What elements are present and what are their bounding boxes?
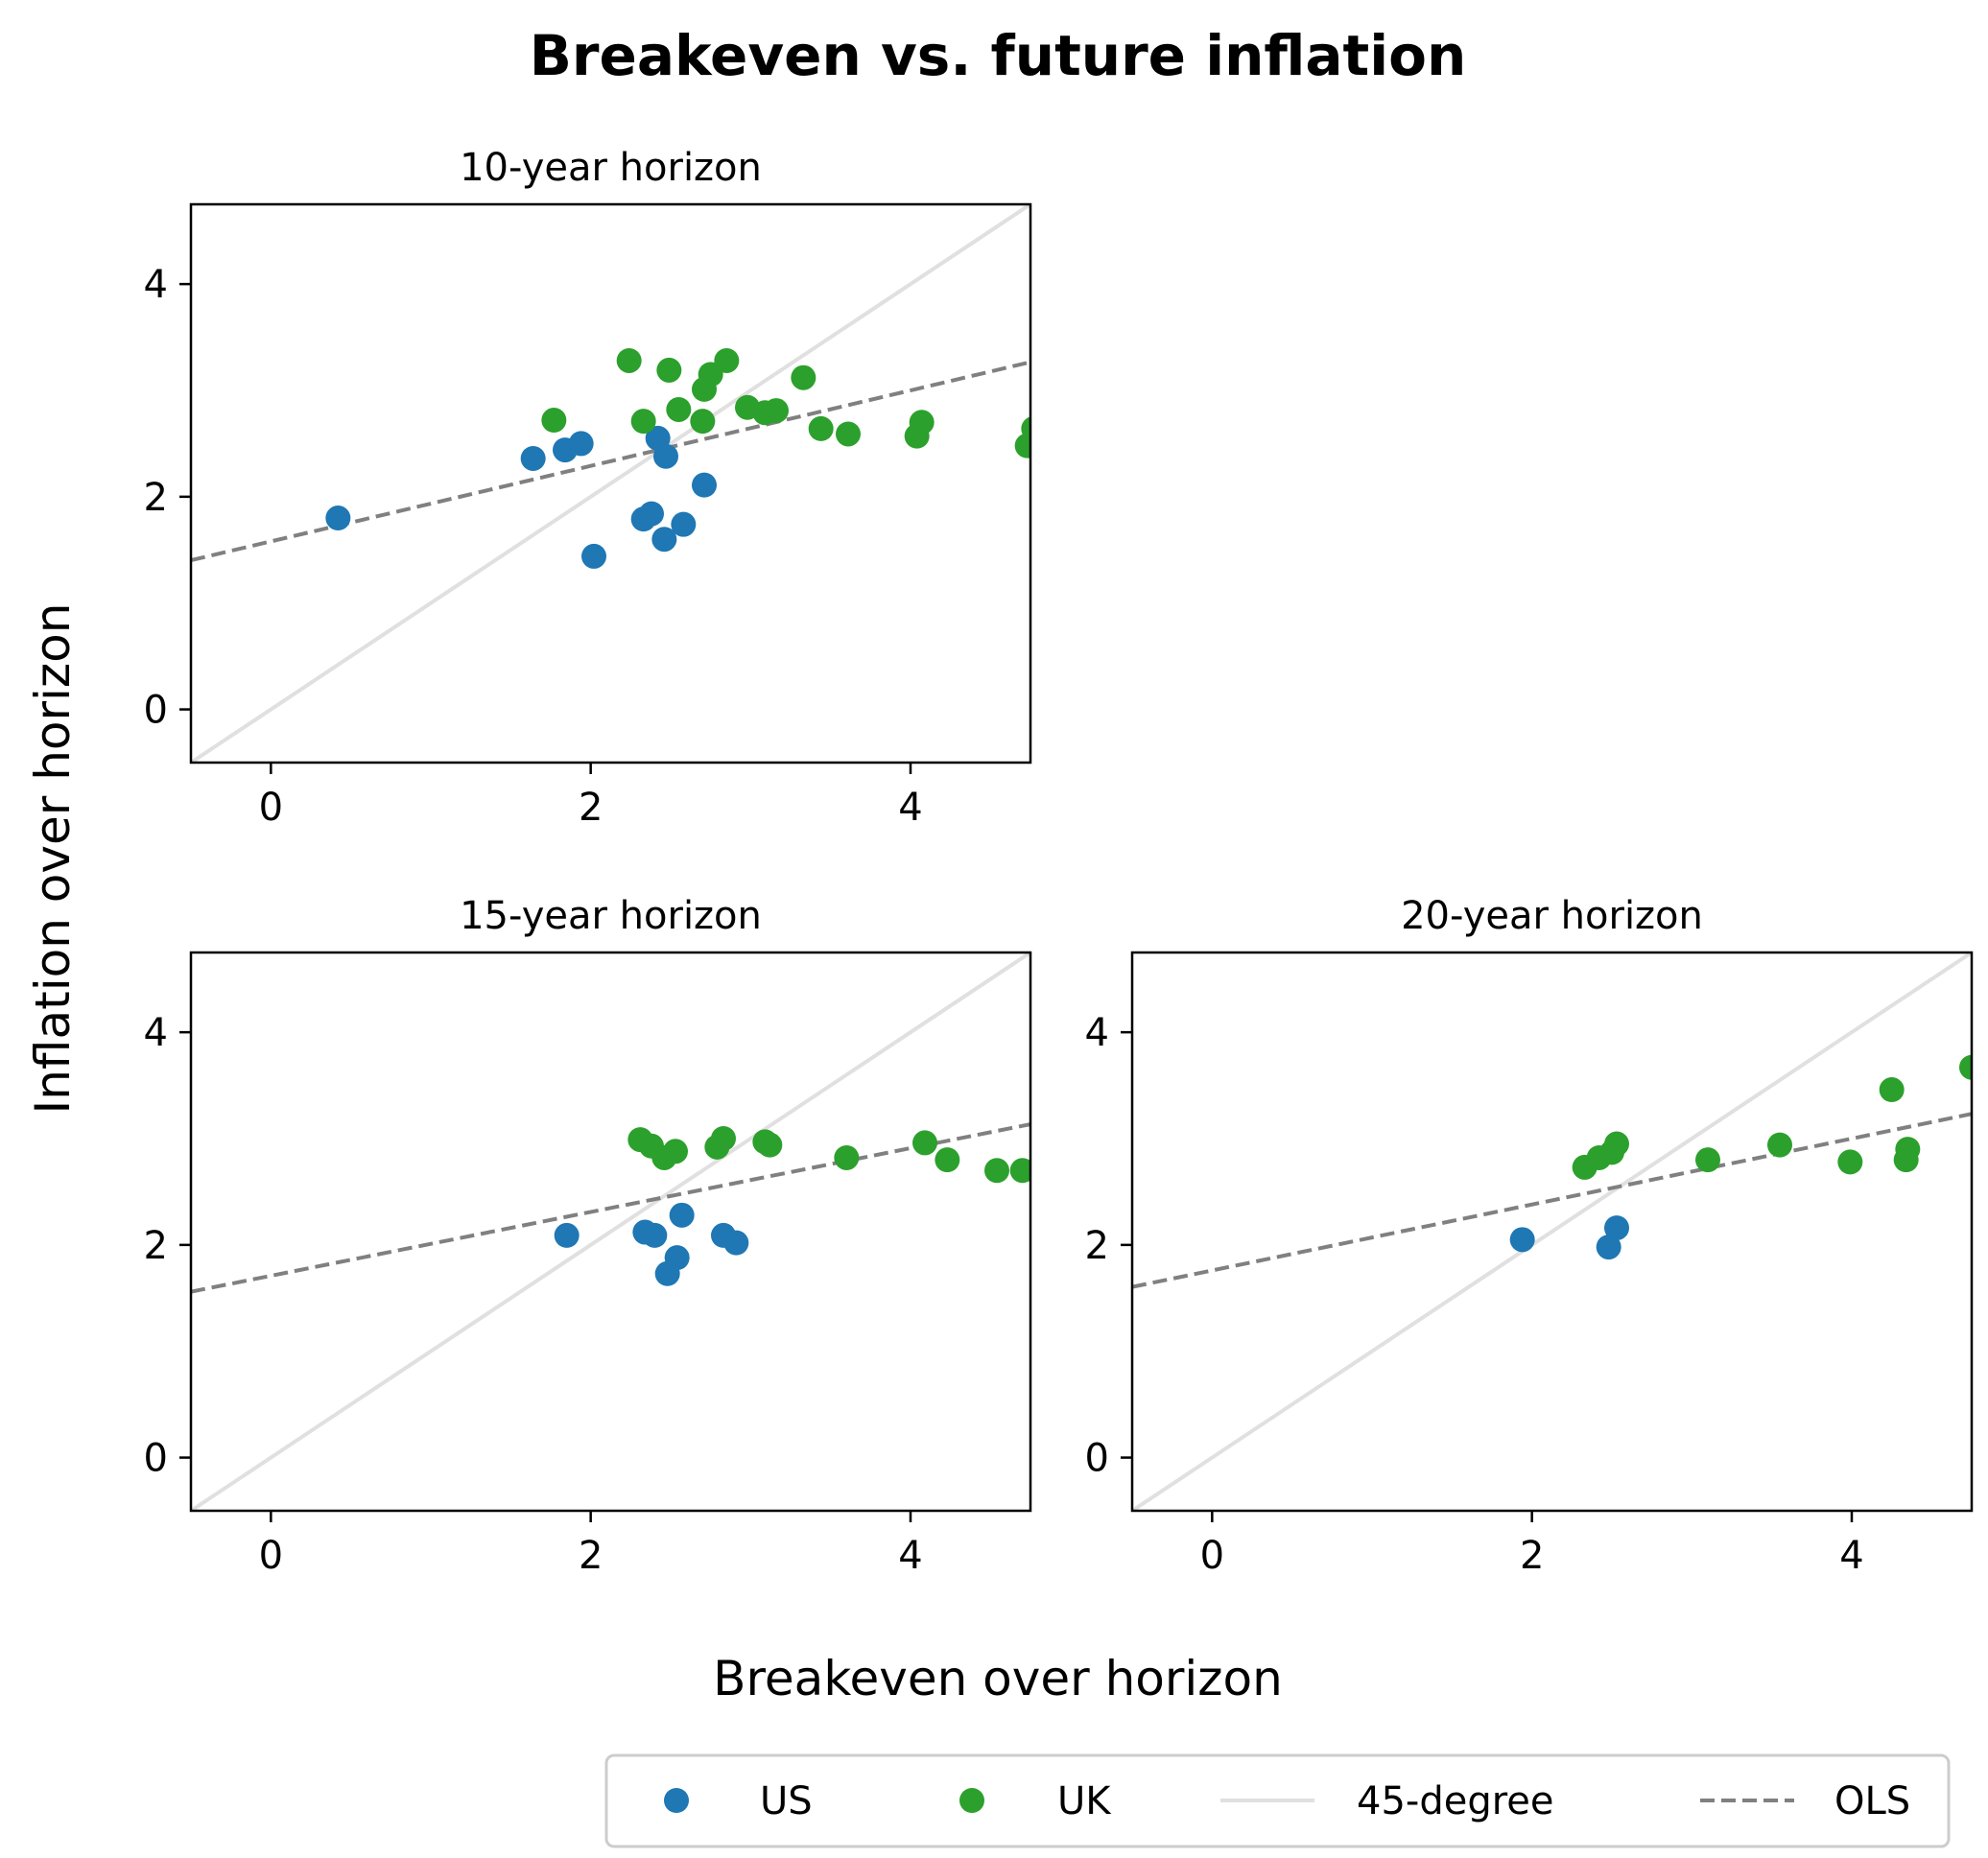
point-uk xyxy=(616,347,642,373)
legend: US UK 45-degree OLS xyxy=(604,1753,1951,1848)
axes-frame xyxy=(1130,951,1974,1513)
ols-line xyxy=(1132,1112,1972,1289)
point-uk xyxy=(541,408,567,434)
y-tick-label: 2 xyxy=(1085,1224,1109,1268)
x-tick-label: 0 xyxy=(1200,1534,1224,1578)
point-uk xyxy=(909,410,935,435)
forty-five-degree-line xyxy=(1132,953,1972,1511)
point-uk xyxy=(656,357,682,383)
y-tick-label: 2 xyxy=(144,1224,168,1268)
panel-title: 10-year horizon xyxy=(460,146,762,190)
point-us xyxy=(651,527,677,553)
point-uk xyxy=(935,1147,960,1173)
point-uk xyxy=(984,1158,1009,1184)
point-uk xyxy=(808,415,834,441)
point-us xyxy=(642,1222,668,1248)
point-uk xyxy=(666,396,692,422)
x-tick-label: 2 xyxy=(579,1534,603,1578)
y-tick-label: 0 xyxy=(1085,1437,1109,1481)
point-uk xyxy=(1021,416,1030,441)
point-uk xyxy=(1014,433,1030,459)
figure-title: Breakeven vs. future inflation xyxy=(530,23,1467,88)
point-uk xyxy=(690,409,716,435)
y-tick-label: 4 xyxy=(1085,1011,1109,1055)
point-uk xyxy=(1604,1131,1629,1157)
x-tick-label: 0 xyxy=(259,786,283,830)
axes-frame xyxy=(189,202,1032,764)
point-us xyxy=(669,1202,695,1228)
plot-area xyxy=(191,204,1030,763)
point-uk xyxy=(663,1139,688,1164)
point-uk xyxy=(1837,1149,1863,1175)
point-us xyxy=(692,472,717,498)
point-uk xyxy=(757,1132,783,1158)
point-uk xyxy=(1009,1158,1030,1184)
point-us xyxy=(568,431,594,457)
point-uk xyxy=(836,421,861,447)
y-tick-label: 0 xyxy=(144,689,168,733)
panel-title: 15-year horizon xyxy=(460,894,762,938)
legend-us-marker xyxy=(664,1788,689,1813)
point-uk xyxy=(834,1144,860,1170)
point-us xyxy=(664,1245,690,1271)
forty-five-degree-line xyxy=(191,953,1030,1511)
point-uk xyxy=(791,365,816,390)
y-tick-label: 4 xyxy=(144,263,168,307)
forty-five-degree-line xyxy=(191,204,1030,763)
point-us xyxy=(671,511,697,537)
point-uk xyxy=(1895,1137,1921,1163)
x-tick-label: 0 xyxy=(259,1534,283,1578)
legend-uk-label: UK xyxy=(1057,1779,1112,1823)
plot-area xyxy=(191,953,1030,1511)
point-us xyxy=(520,445,546,471)
panel-20-year: 20-year horizon 0 2 4 0 2 4 xyxy=(1085,894,1974,1578)
panel-title: 20-year horizon xyxy=(1401,894,1703,938)
legend-uk-marker xyxy=(959,1788,984,1813)
point-uk xyxy=(630,409,656,435)
point-us xyxy=(554,1222,580,1248)
legend-us-label: US xyxy=(760,1779,813,1823)
point-us xyxy=(723,1230,749,1256)
point-uk xyxy=(1959,1054,1972,1080)
axes-frame xyxy=(189,951,1032,1513)
y-tick-label: 0 xyxy=(144,1437,168,1481)
x-tick-label: 4 xyxy=(898,786,922,830)
x-tick-label: 2 xyxy=(1520,1534,1544,1578)
point-us xyxy=(1596,1235,1621,1260)
point-uk xyxy=(764,398,789,424)
panel-15-year: 15-year horizon 0 2 4 0 2 4 xyxy=(144,894,1032,1578)
x-tick-label: 4 xyxy=(898,1534,922,1578)
point-us xyxy=(1509,1227,1535,1253)
panel-10-year: 10-year horizon 0 2 4 0 2 4 xyxy=(144,146,1032,830)
ols-line xyxy=(191,1122,1030,1294)
x-tick-label: 2 xyxy=(579,786,603,830)
point-uk xyxy=(1767,1132,1792,1158)
point-uk xyxy=(912,1130,937,1156)
x-axis-label: Breakeven over horizon xyxy=(713,1651,1283,1706)
point-us xyxy=(325,506,351,531)
point-us xyxy=(653,443,678,469)
y-axis-label: Inflation over horizon xyxy=(25,603,81,1115)
point-us xyxy=(1604,1215,1629,1241)
point-us xyxy=(581,543,606,569)
point-uk xyxy=(711,1126,736,1151)
legend-ols-label: OLS xyxy=(1834,1779,1910,1823)
x-tick-label: 4 xyxy=(1839,1534,1863,1578)
ols-line xyxy=(191,360,1030,563)
point-uk xyxy=(1695,1147,1720,1173)
y-tick-label: 4 xyxy=(144,1011,168,1055)
y-tick-label: 2 xyxy=(144,476,168,520)
plot-area xyxy=(1132,953,1972,1511)
point-uk xyxy=(714,347,740,373)
point-uk xyxy=(1879,1077,1905,1103)
legend-45-degree-label: 45-degree xyxy=(1357,1779,1554,1823)
point-us xyxy=(639,501,664,527)
